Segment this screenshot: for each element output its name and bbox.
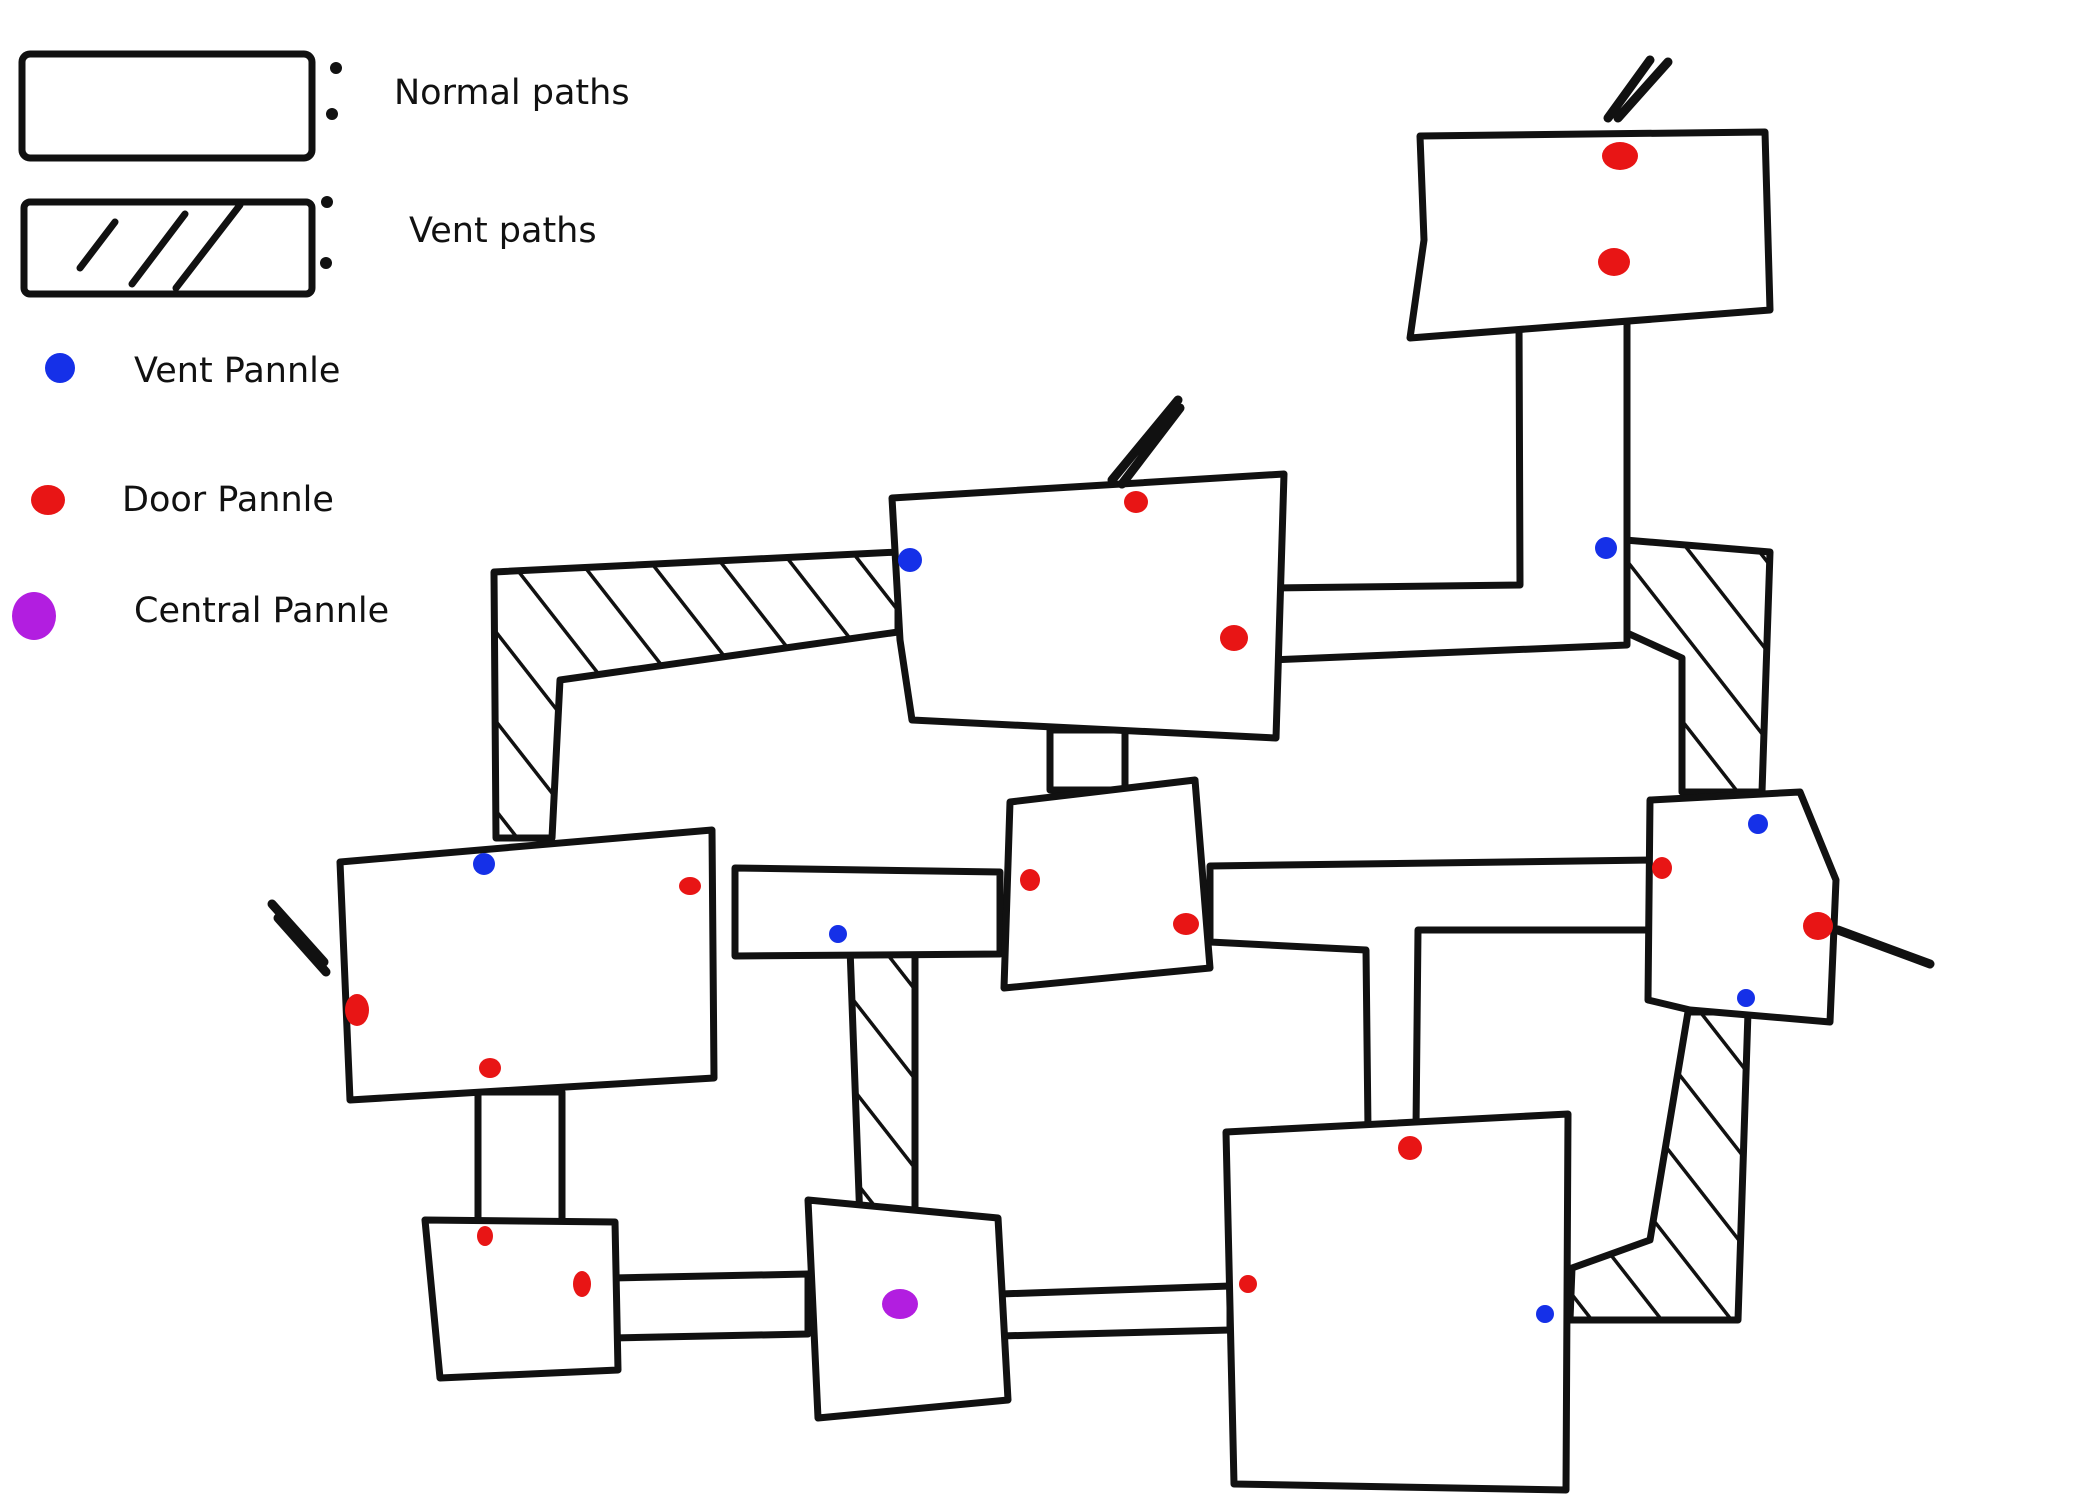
vent-panel xyxy=(829,925,847,943)
path-top-to-center xyxy=(1046,726,1129,794)
door-panel xyxy=(1602,142,1638,170)
room-center-small xyxy=(1000,776,1214,992)
door-panel xyxy=(679,877,701,895)
central-panel xyxy=(882,1289,918,1319)
room-upper-center xyxy=(888,470,1288,742)
door-panel xyxy=(1124,491,1148,513)
vent-path-right-lower xyxy=(1566,1008,1752,1324)
door-panel xyxy=(1398,1136,1422,1160)
door-panel xyxy=(477,1226,493,1246)
vent-path-center-lower xyxy=(846,944,919,1226)
vent-panel xyxy=(898,548,922,572)
door-panel xyxy=(1239,1275,1257,1293)
vent-panel xyxy=(45,353,75,383)
door-panels xyxy=(31,142,1833,1297)
room-right xyxy=(1644,788,1840,1026)
door-panel xyxy=(1598,248,1630,276)
central-panels xyxy=(12,592,918,1319)
door-panel xyxy=(345,994,369,1026)
room-left xyxy=(336,826,718,1104)
path-mid-to-lower xyxy=(996,1282,1234,1340)
door-panel xyxy=(31,485,65,515)
legend-normal-colon xyxy=(326,62,342,120)
vent-panel xyxy=(1748,814,1768,834)
legend-vent-swatch xyxy=(20,198,316,298)
vent-panel xyxy=(1737,989,1755,1007)
vent-path-right-upper xyxy=(1621,536,1774,796)
door-panel xyxy=(1220,625,1248,651)
legend-vent-panel-label: Vent Pannle xyxy=(134,351,341,391)
door-panel xyxy=(1020,869,1040,891)
room-bottom-left xyxy=(421,1216,622,1382)
path-left-to-center xyxy=(731,864,1004,960)
path-small-to-mid xyxy=(608,1270,812,1342)
legend-vent-colon xyxy=(320,196,333,269)
door-panel xyxy=(479,1058,501,1078)
legend-central-panel-label: Central Pannle xyxy=(134,591,390,631)
legend-door-panel-label: Door Pannle xyxy=(122,480,334,520)
legend-normal-swatch xyxy=(18,50,316,162)
vent-path-upper-left xyxy=(490,548,902,842)
legend-normal-paths-label: Normal paths xyxy=(394,73,630,113)
central-panel xyxy=(12,592,56,640)
vent-panel xyxy=(1536,1305,1554,1323)
path-top-connector xyxy=(1266,310,1631,664)
path-center-to-right xyxy=(1206,856,1656,1134)
door-panel xyxy=(573,1271,591,1297)
door-panel xyxy=(1652,857,1672,879)
vent-panels xyxy=(45,353,1768,1323)
vent-panel xyxy=(1595,537,1617,559)
room-bottom-right xyxy=(1222,1110,1572,1494)
exit-marks xyxy=(267,55,1935,977)
door-panel xyxy=(1803,912,1833,940)
vent-panel xyxy=(473,853,495,875)
path-left-down xyxy=(474,1088,566,1226)
legend-vent-hatch xyxy=(76,201,244,292)
room-top-right xyxy=(1406,128,1774,342)
legend-vent-paths-label: Vent paths xyxy=(409,211,597,251)
door-panel xyxy=(1173,913,1199,935)
